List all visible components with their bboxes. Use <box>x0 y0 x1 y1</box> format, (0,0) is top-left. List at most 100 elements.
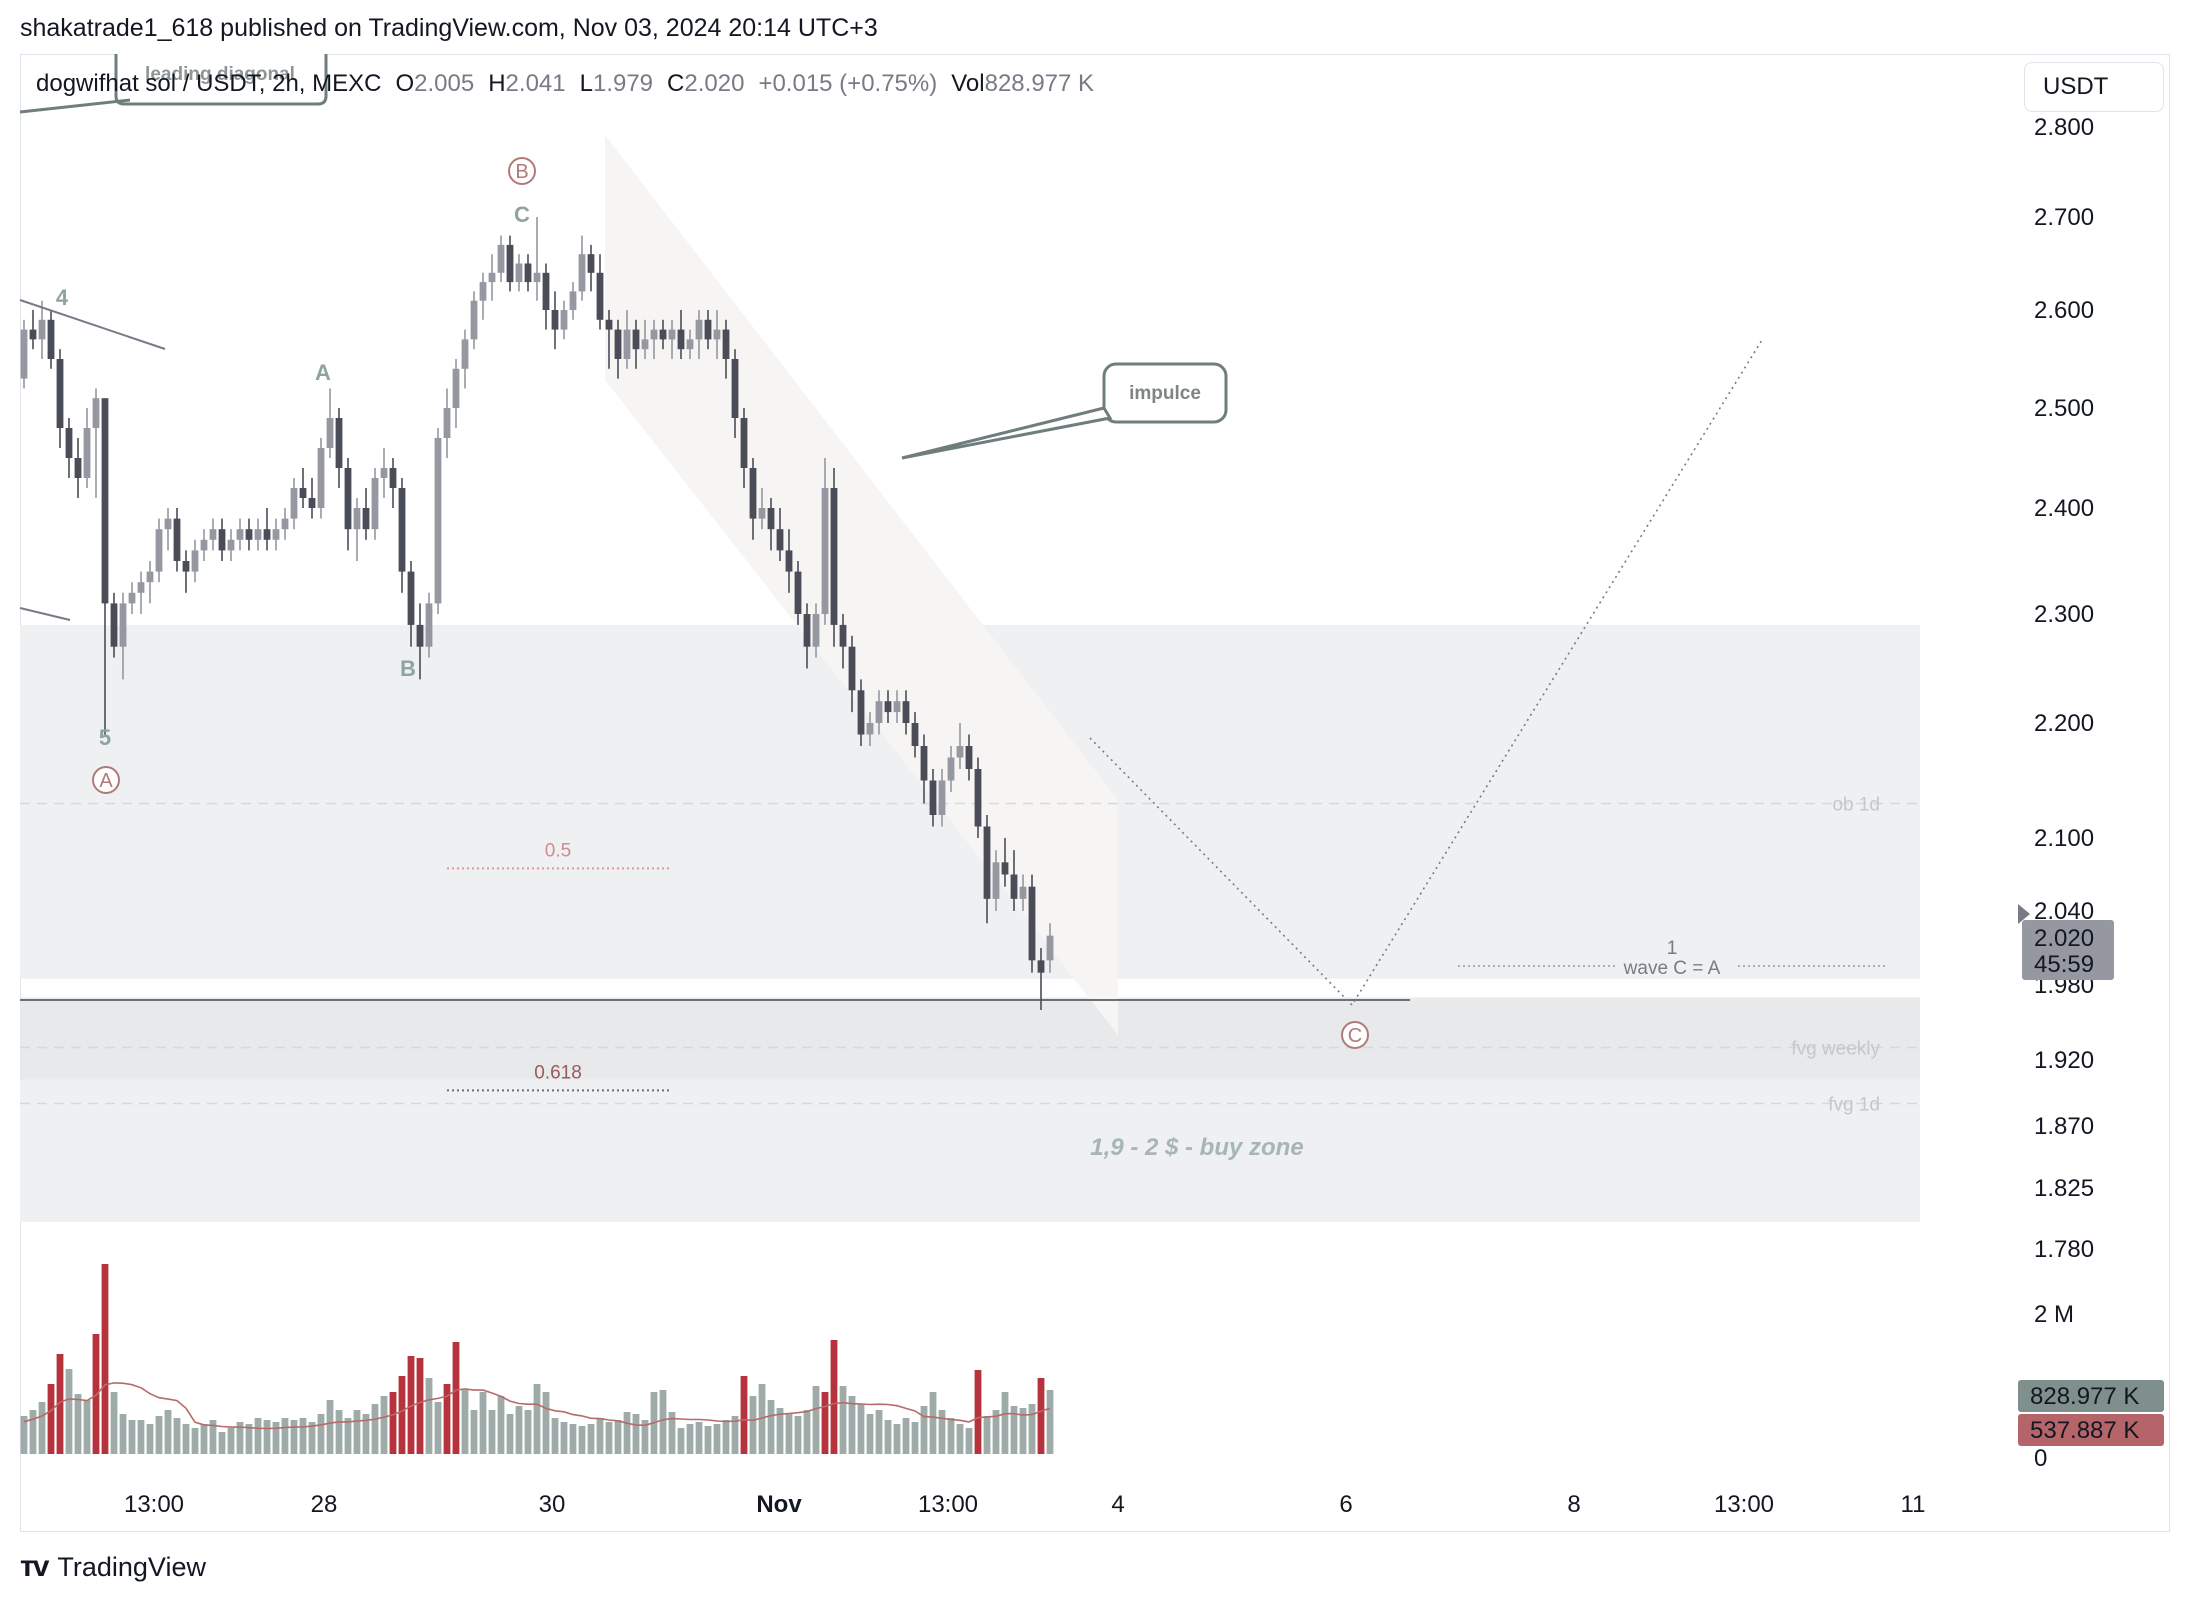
candle-body <box>875 701 883 723</box>
volume-bar <box>434 1402 442 1454</box>
callout-leading-diagonal-text: leading diagonal <box>145 64 295 85</box>
candle-body <box>20 329 28 379</box>
volume-bar <box>209 1420 217 1454</box>
price-tick: 2.400 <box>2034 495 2094 522</box>
price-tick: 2.100 <box>2034 825 2094 852</box>
callout-impulce-pointer <box>901 406 1113 460</box>
candle-body <box>497 244 505 273</box>
wave-label: 4 <box>56 285 69 310</box>
candle-body <box>659 329 667 340</box>
candle-body <box>974 769 982 827</box>
low-label: L <box>579 70 593 97</box>
volume-bar <box>722 1420 730 1454</box>
price-axis[interactable]: 2.800 2.700 2.600 2.500 2.400 2.300 2.200 2.100… <box>2018 114 2164 1472</box>
buy-zone-text: 1,9 - 2 $ - buy zone <box>1090 1134 1303 1161</box>
volume-bar <box>290 1420 298 1454</box>
volume-bar <box>218 1432 226 1454</box>
candle-body <box>776 529 784 551</box>
candle-body <box>767 508 775 530</box>
candle-body <box>902 701 910 723</box>
time-axis[interactable]: 13:00 28 30 Nov 13:00 4 6 8 13:00 11 <box>124 1491 1925 1518</box>
diagonal-line-upper <box>19 299 166 350</box>
price-tick: 2.300 <box>2034 601 2094 628</box>
open-value: 2.005 <box>414 70 475 97</box>
level-lines: ob 1d fvg weekly fvg 1d 0.5 0.618 <box>20 795 1920 1116</box>
candle-body <box>857 690 865 735</box>
candle-body <box>245 529 253 540</box>
symbol-name[interactable]: dogwifhat sol / USDT, 2h, MEXC <box>36 70 382 97</box>
fib-label: 0.618 <box>534 1062 582 1083</box>
volume-ma-badge <box>2018 1414 2164 1446</box>
tradingview-logo[interactable]: ᴛᴠ TradingView <box>20 1550 206 1584</box>
candle-body <box>470 300 478 340</box>
candle-body <box>398 488 406 572</box>
volume-ma-line <box>23 1382 1051 1430</box>
candle-body <box>272 529 280 540</box>
volume-bar <box>542 1392 550 1454</box>
candle-body <box>326 418 334 448</box>
candle-body <box>893 701 901 713</box>
candle-layer <box>20 217 1054 1010</box>
symbol-legend[interactable]: dogwifhat sol / USDT, 2h, MEXC O2.005 H2… <box>36 70 1094 98</box>
volume-bar <box>497 1396 505 1454</box>
candle-body <box>182 561 190 572</box>
candle-body <box>830 488 838 625</box>
candle-body <box>1037 960 1045 973</box>
candle-body <box>380 468 388 478</box>
volume-bar <box>371 1404 379 1454</box>
candle-body <box>938 780 946 815</box>
close-value: 2.020 <box>684 70 745 97</box>
volume-layer <box>20 1264 1054 1454</box>
candle-body <box>299 488 307 498</box>
volume-bar <box>83 1400 91 1454</box>
candle-body <box>416 624 424 647</box>
volume-bar <box>425 1378 433 1454</box>
volume-bar <box>893 1424 901 1454</box>
candle-body <box>425 603 433 647</box>
projection-path <box>1089 339 1763 1007</box>
volume-bar <box>146 1424 154 1454</box>
candle-body <box>758 508 766 519</box>
candle-body <box>1019 886 1027 899</box>
volume-tick: 0 <box>2034 1445 2047 1472</box>
volume-bar <box>884 1420 892 1454</box>
candle-body <box>155 529 163 572</box>
volume-bar <box>461 1390 469 1454</box>
volume-bar <box>227 1428 235 1454</box>
candle-body <box>281 518 289 530</box>
change-value: +0.015 (+0.75%) <box>758 70 938 97</box>
wave-label: C <box>514 202 530 227</box>
candle-body <box>533 272 541 283</box>
wave-circle <box>508 157 536 185</box>
volume-bar <box>614 1420 622 1454</box>
candle-body <box>911 723 919 746</box>
volume-bar <box>830 1340 838 1454</box>
candle-body <box>200 539 208 551</box>
price-tick: 1.920 <box>2034 1047 2094 1074</box>
volume-bar <box>254 1418 262 1454</box>
candle-body <box>128 592 136 604</box>
volume-bar <box>920 1406 928 1454</box>
volume-bar <box>758 1384 766 1454</box>
candle-body <box>164 518 172 530</box>
volume-ma-value: 537.887 K <box>2030 1417 2139 1444</box>
price-tick: 1.780 <box>2034 1236 2094 1263</box>
candle-body <box>821 488 829 614</box>
candle-body <box>956 746 964 758</box>
level-label: fvg 1d <box>1828 1095 1880 1116</box>
volume-bar <box>452 1342 460 1454</box>
candle-body <box>920 746 928 781</box>
candle-body <box>110 603 118 647</box>
volume-bar <box>1001 1392 1009 1454</box>
brand-name: TradingView <box>57 1551 206 1582</box>
candle-body <box>695 319 703 340</box>
time-tick: 4 <box>1111 1491 1124 1518</box>
candle-body <box>992 862 1000 899</box>
candle-body <box>38 319 46 340</box>
currency-button[interactable]: USDT <box>2024 62 2164 112</box>
callout-impulce-text: impulce <box>1129 383 1201 404</box>
wave-circle <box>92 766 120 794</box>
candle-body <box>686 339 694 350</box>
volume-bar <box>407 1356 415 1454</box>
